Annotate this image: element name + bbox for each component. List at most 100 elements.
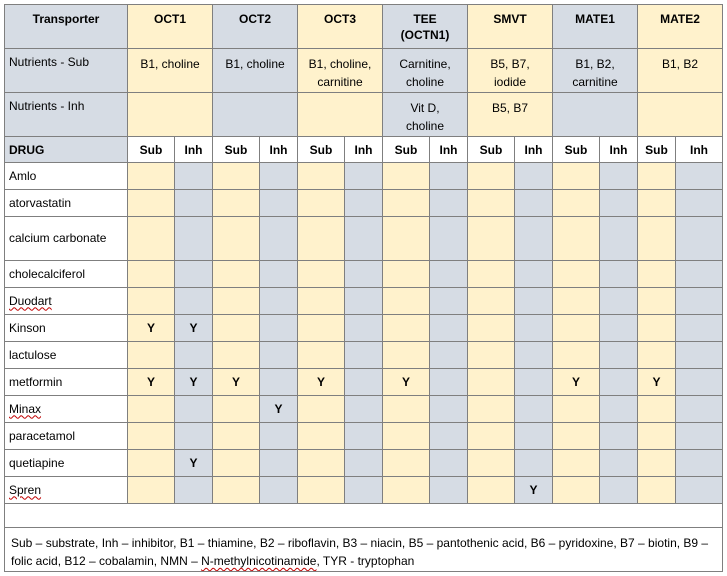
inh-mark-cell <box>344 341 383 369</box>
sub-mark-cell: Y <box>382 368 430 396</box>
inh-mark-cell <box>514 368 553 396</box>
sub-mark-cell <box>552 314 600 342</box>
inh-mark-cell <box>344 395 383 423</box>
sub-mark-cell <box>297 476 345 504</box>
drug-name: lactulose <box>9 347 57 362</box>
nutrient-text: Carnitine, <box>399 57 451 71</box>
inh-mark-cell <box>429 395 468 423</box>
header-row: Transporter OCT1 OCT2 OCT3 TEE (OCTN1) SMVT MAT… <box>4 4 723 49</box>
sub-mark-cell <box>467 314 515 342</box>
nutrients-inh-row-cell <box>637 92 723 137</box>
nutrients-inh-row-cell: B5, B7 <box>467 92 553 137</box>
sub-mark-cell <box>382 422 430 450</box>
sub-mark-cell <box>127 287 175 315</box>
sub-mark-cell <box>637 422 676 450</box>
nutrients-sub-row-cell: B1, B2 <box>637 48 723 93</box>
sub-mark-cell <box>382 449 430 477</box>
drug-name: Duodart <box>9 293 52 308</box>
inh-mark-cell <box>599 287 638 315</box>
inh-mark-cell <box>174 189 213 217</box>
transporter-name: MATE2 <box>660 12 700 26</box>
inh-mark-cell <box>675 260 723 288</box>
sub-mark-cell <box>552 476 600 504</box>
inh-mark-cell <box>599 314 638 342</box>
inh-mark-cell <box>514 189 553 217</box>
inh-mark-cell <box>599 422 638 450</box>
inh-column-header: Inh <box>429 136 468 163</box>
drug-row: cholecalciferol <box>4 260 723 288</box>
footnote-nmn-text: N-methylnicotinamide <box>201 554 317 568</box>
inh-mark-cell <box>174 422 213 450</box>
sub-mark-cell <box>212 341 260 369</box>
sub-mark-cell <box>297 449 345 477</box>
inh-mark-cell <box>599 476 638 504</box>
inh-mark-cell <box>514 422 553 450</box>
nutrient-text: choline <box>405 119 445 133</box>
inh-mark-cell <box>344 216 383 261</box>
sub-mark-cell <box>212 162 260 190</box>
inh-mark-cell <box>429 162 468 190</box>
drug-row: atorvastatin <box>4 189 723 217</box>
inh-mark-cell <box>429 287 468 315</box>
drug-name: paracetamol <box>9 428 76 443</box>
inh-mark-cell <box>344 260 383 288</box>
transporter-header: SMVT <box>467 4 553 49</box>
drug-name: calcium carbonate <box>9 231 107 245</box>
sub-mark-cell <box>552 449 600 477</box>
sub-mark-cell: Y <box>127 368 175 396</box>
sub-mark-cell <box>382 395 430 423</box>
sub-mark-cell <box>467 422 515 450</box>
sub-mark-cell <box>297 287 345 315</box>
footnote-cell: Sub – substrate, Inh – inhibitor, B1 – t… <box>4 527 723 572</box>
sub-mark-cell <box>127 422 175 450</box>
sub-mark-cell <box>637 189 676 217</box>
sub-column-header: Sub <box>297 136 345 163</box>
sub-mark-cell: Y <box>212 368 260 396</box>
inh-mark-cell <box>259 189 298 217</box>
transporter-header: MATE1 <box>552 4 638 49</box>
inh-column-header: Inh <box>675 136 723 163</box>
sub-mark-cell <box>467 449 515 477</box>
sub-mark-cell <box>212 189 260 217</box>
sub-mark-cell <box>552 422 600 450</box>
transporter-name: (OCTN1) <box>400 28 450 42</box>
inh-mark-cell <box>174 476 213 504</box>
sub-mark-cell <box>297 189 345 217</box>
sub-mark-cell <box>297 395 345 423</box>
nutrients-sub-row-cell: Carnitine, choline <box>382 48 468 93</box>
nutrients-inh-row-cell <box>212 92 298 137</box>
inh-mark-cell <box>675 476 723 504</box>
nutrients-sub-row-label: Nutrients - Sub <box>4 48 128 93</box>
drug-name-cell: Duodart <box>4 287 128 315</box>
nutrient-text: B1, choline <box>225 57 285 71</box>
inh-mark-cell <box>514 216 553 261</box>
inh-mark-cell <box>344 368 383 396</box>
inh-mark-cell <box>675 449 723 477</box>
inh-mark-cell <box>675 341 723 369</box>
nutrients-inh-row-cell <box>127 92 213 137</box>
sub-mark-cell <box>127 341 175 369</box>
inh-mark-cell <box>344 287 383 315</box>
inh-mark-cell <box>599 368 638 396</box>
inh-mark-cell <box>259 162 298 190</box>
inh-mark-cell <box>174 287 213 315</box>
inh-mark-cell <box>675 395 723 423</box>
sub-mark-cell <box>552 162 600 190</box>
sub-mark-cell: Y <box>552 368 600 396</box>
inh-mark-cell: Y <box>174 368 213 396</box>
inh-mark-cell <box>259 341 298 369</box>
sub-mark-cell <box>212 476 260 504</box>
drug-row: calcium carbonate <box>4 216 723 261</box>
drug-name-cell: paracetamol <box>4 422 128 450</box>
sub-mark-cell <box>637 314 676 342</box>
nutrient-text: B1, B2, <box>575 57 615 71</box>
transporter-name: SMVT <box>493 12 527 26</box>
sub-mark-cell <box>127 216 175 261</box>
inh-mark-cell: Y <box>259 395 298 423</box>
drug-row: Kinson Y Y <box>4 314 723 342</box>
inh-mark-cell <box>259 449 298 477</box>
inh-mark-cell <box>259 287 298 315</box>
sub-mark-cell <box>467 189 515 217</box>
inh-mark-cell <box>675 368 723 396</box>
inh-column-header: Inh <box>174 136 213 163</box>
